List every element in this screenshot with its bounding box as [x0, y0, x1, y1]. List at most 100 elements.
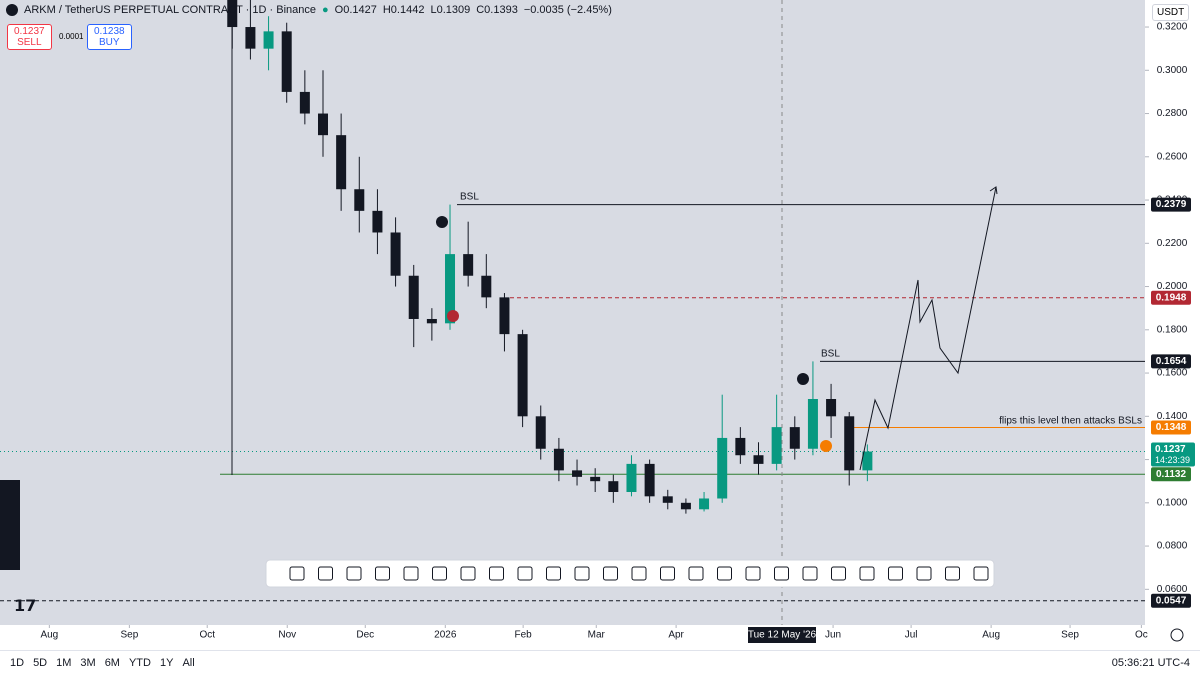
y-tick-label: 0.2000 — [1157, 281, 1188, 292]
alarm-icon[interactable] — [797, 373, 809, 385]
y-tick-label: 0.3000 — [1157, 65, 1188, 76]
candle-body — [317, 113, 328, 136]
tool-icon[interactable] — [916, 566, 932, 581]
range-button[interactable]: 1Y — [159, 657, 174, 669]
symbol[interactable]: ARKM / TetherUS PERPETUAL CONTRACT · 1D … — [24, 4, 316, 16]
range-button[interactable]: All — [182, 657, 195, 669]
header: ARKM / TetherUS PERPETUAL CONTRACT · 1D … — [6, 4, 612, 16]
ohlc-high: H0.1442 — [382, 4, 425, 16]
buy-button[interactable]: 0.1238 BUY — [87, 24, 132, 50]
tool-icon[interactable] — [660, 566, 675, 581]
x-tick-label: Mar — [588, 630, 606, 641]
buy-label: BUY — [99, 37, 120, 48]
tool-icon[interactable] — [517, 566, 533, 581]
footer: 1D 5D 1M 3M 6M YTD 1Y All 05:36:21 UTC-4 — [0, 650, 1200, 676]
y-tick-label: 0.2200 — [1157, 238, 1188, 249]
tool-icon[interactable] — [289, 566, 305, 581]
candle-body — [844, 416, 855, 471]
tool-icon[interactable] — [603, 566, 618, 581]
range-button[interactable]: 6M — [104, 657, 120, 669]
candle-body — [481, 275, 492, 298]
marker-icon[interactable] — [447, 310, 459, 322]
annotation: flips this level then attacks BSLs — [999, 416, 1142, 427]
x-tick-label: Aug — [982, 630, 1000, 641]
tool-icon[interactable] — [346, 566, 362, 581]
range-buttons: 1D 5D 1M 3M 6M YTD 1Y All — [10, 657, 195, 669]
x-tick-label: Jun — [825, 630, 841, 641]
tool-icon[interactable] — [717, 566, 732, 581]
plot-bg — [0, 0, 1145, 625]
tool-icon[interactable] — [375, 566, 390, 581]
candle-body — [499, 297, 510, 335]
tool-icon[interactable] — [546, 566, 561, 581]
tool-icon[interactable] — [574, 566, 590, 581]
tool-icon[interactable] — [489, 566, 504, 581]
x-tick-label: Nov — [278, 630, 296, 641]
projection-path — [859, 186, 997, 471]
sell-button[interactable]: 0.1237 SELL — [7, 24, 52, 50]
range-button[interactable]: 1D — [10, 657, 25, 669]
candle-body — [807, 399, 818, 449]
candle-body — [354, 189, 365, 211]
candle-body — [372, 210, 383, 233]
tool-icon[interactable] — [831, 566, 846, 581]
x-tick-label: Aug — [40, 630, 58, 641]
price-level-label: 0.2379 — [1156, 199, 1187, 210]
candle-body — [535, 416, 546, 449]
settings-icon[interactable] — [1170, 628, 1184, 642]
x-tick-label: Sep — [120, 630, 138, 641]
tool-icon[interactable] — [403, 566, 419, 581]
x-tick-label: Jul — [905, 630, 918, 641]
currency-button[interactable]: USDT — [1152, 4, 1190, 21]
candle-body — [553, 448, 564, 471]
candle-body — [862, 451, 873, 471]
range-button[interactable]: 3M — [80, 657, 96, 669]
tool-icon[interactable] — [973, 566, 989, 581]
tool-icon[interactable] — [460, 566, 476, 581]
candle-body — [445, 254, 456, 324]
tool-icon[interactable] — [318, 566, 333, 581]
y-tick-label: 0.1400 — [1157, 411, 1188, 422]
arrow-head — [989, 186, 998, 195]
candle-body — [245, 27, 256, 49]
symbol-icon — [6, 4, 18, 16]
candle-body — [735, 437, 746, 456]
x-tick-label: Feb — [515, 630, 533, 641]
candle-body — [644, 463, 655, 497]
tool-icon[interactable] — [888, 566, 903, 581]
candle-body — [336, 135, 347, 190]
candle-body — [517, 334, 528, 417]
y-tick-label: 0.1800 — [1157, 324, 1188, 335]
tool-icon[interactable] — [859, 566, 875, 581]
price-axis-bg — [1145, 0, 1200, 645]
price-level-tag — [1151, 420, 1191, 435]
y-tick-label: 0.2800 — [1157, 108, 1188, 119]
tool-icon[interactable] — [774, 566, 789, 581]
candle-body — [263, 31, 274, 49]
tool-icon[interactable] — [745, 566, 761, 581]
annotation: BSL — [460, 192, 479, 203]
price-level-tag — [1151, 467, 1191, 482]
price-level-tag — [1151, 290, 1191, 305]
range-button[interactable]: 5D — [33, 657, 48, 669]
last-price-label: 0.1237 — [1155, 444, 1186, 455]
spread: 0.0001 — [59, 32, 84, 41]
alarm-icon[interactable] — [436, 216, 448, 228]
tool-icon[interactable] — [802, 566, 818, 581]
price-level-label: 0.1654 — [1156, 356, 1187, 367]
range-button[interactable]: YTD — [128, 657, 151, 669]
tool-icon[interactable] — [945, 566, 960, 581]
price-level-tag — [1151, 354, 1191, 369]
candle-body — [789, 427, 800, 449]
price-level-label: 0.0547 — [1156, 595, 1187, 606]
tool-icon[interactable] — [432, 566, 447, 581]
candle-body — [699, 498, 710, 510]
candle-body — [408, 275, 419, 319]
last-price-tag — [1151, 442, 1195, 467]
range-button[interactable]: 1M — [56, 657, 72, 669]
tool-icon[interactable] — [688, 566, 704, 581]
tool-icon[interactable] — [631, 566, 647, 581]
marker-icon[interactable] — [820, 440, 832, 452]
crosshair-date-bg — [748, 627, 816, 643]
ohlc-low: L0.1309 — [430, 4, 471, 16]
